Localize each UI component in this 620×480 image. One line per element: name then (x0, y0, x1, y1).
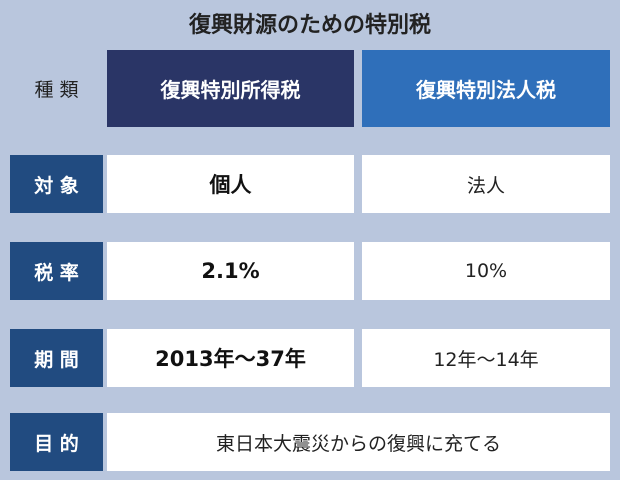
cell: 法人 (362, 155, 610, 213)
column-header: 復興特別所得税 (107, 50, 354, 127)
header-label: 種 類 (34, 79, 79, 101)
row-label: 期 間 (10, 329, 103, 387)
title: 復興財源のための特別税 (188, 13, 431, 38)
column-header: 復興特別法人税 (362, 50, 610, 127)
cell: 東日本大震災からの復興に充てる (107, 413, 610, 471)
row-label: 目 的 (10, 413, 103, 471)
cell: 個人 (107, 155, 354, 213)
cell: 12年～14年 (362, 329, 610, 387)
cell: 2013年～37年 (107, 329, 354, 387)
row-label: 税 率 (10, 242, 103, 300)
cell: 2.1% (107, 242, 354, 300)
cell: 10% (362, 242, 610, 300)
row-label: 対 象 (10, 155, 103, 213)
